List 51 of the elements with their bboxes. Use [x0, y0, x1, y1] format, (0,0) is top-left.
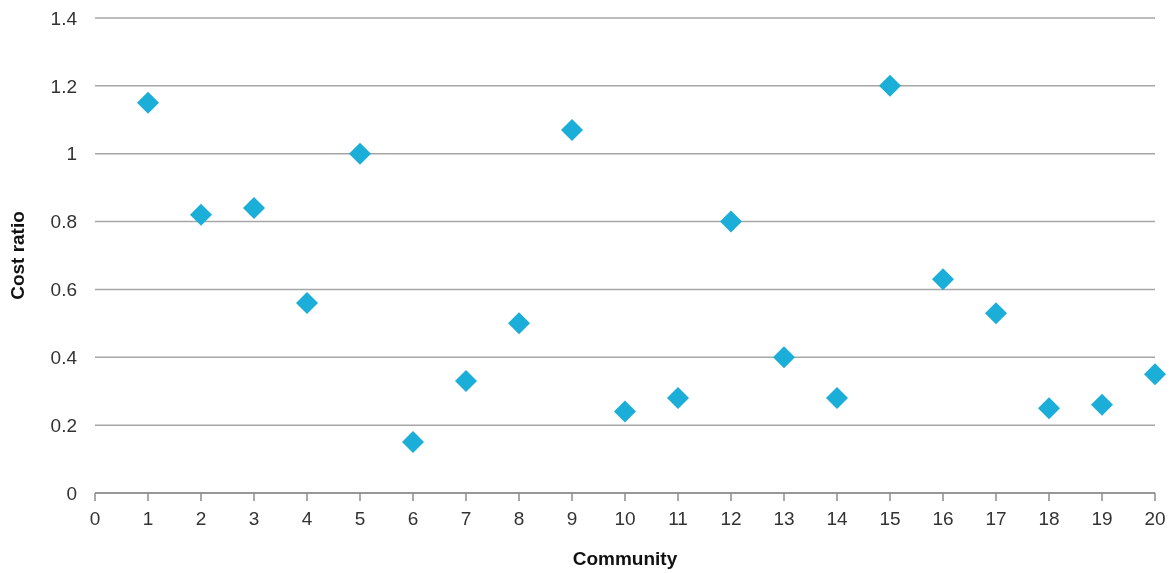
x-tick-label: 7 — [460, 508, 472, 529]
x-tick-label: 11 — [668, 508, 688, 529]
x-tick-label: 12 — [720, 508, 742, 529]
x-tick-label: 10 — [614, 508, 636, 529]
point — [667, 387, 689, 409]
x-axis-title: Community — [572, 548, 678, 569]
x-tick-label: 4 — [301, 508, 313, 529]
x-tick-label: 13 — [773, 508, 795, 529]
point — [243, 197, 265, 219]
x-tick-label: 0 — [89, 508, 101, 529]
x-tick-label: 17 — [985, 508, 1007, 529]
point — [826, 387, 848, 409]
point — [296, 292, 318, 314]
x-tick-label: 20 — [1144, 508, 1166, 529]
point — [985, 302, 1007, 325]
y-tick-label: 0.6 — [50, 279, 77, 301]
point — [137, 91, 159, 114]
y-tick-label: 1 — [66, 143, 77, 165]
y-tick-label: 1.4 — [50, 7, 78, 29]
y-tick-label: 0 — [66, 482, 77, 504]
point — [190, 203, 212, 226]
point — [1144, 363, 1166, 386]
point — [1038, 397, 1060, 420]
x-tick-label: 18 — [1038, 508, 1060, 529]
x-tick-label: 8 — [513, 508, 525, 529]
y-tick-label: 0.2 — [50, 414, 77, 436]
x-tick-label: 6 — [407, 508, 419, 529]
point — [349, 142, 371, 165]
x-tick-label: 16 — [932, 508, 954, 529]
y-axis-title: Cost ratio — [7, 211, 28, 300]
point — [720, 210, 742, 233]
x-tick-label: 14 — [826, 508, 848, 529]
x-tick-label: 19 — [1091, 508, 1113, 529]
x-tick-label: 5 — [354, 508, 366, 529]
point — [1091, 393, 1113, 416]
point — [402, 431, 424, 454]
y-tick-label: 0.8 — [50, 211, 77, 233]
point — [879, 74, 901, 97]
x-tick-label: 2 — [195, 508, 207, 529]
y-tick-label: 0.4 — [50, 346, 78, 368]
point — [614, 400, 636, 423]
point — [508, 312, 530, 335]
x-tick-label: 15 — [879, 508, 901, 529]
point — [773, 346, 795, 369]
y-tick-label: 1.2 — [50, 75, 77, 97]
point — [455, 370, 477, 393]
x-tick-label: 9 — [566, 508, 578, 529]
x-tick-label: 3 — [248, 508, 260, 529]
point — [932, 268, 954, 291]
point — [561, 118, 583, 141]
x-tick-label: 1 — [142, 508, 154, 529]
